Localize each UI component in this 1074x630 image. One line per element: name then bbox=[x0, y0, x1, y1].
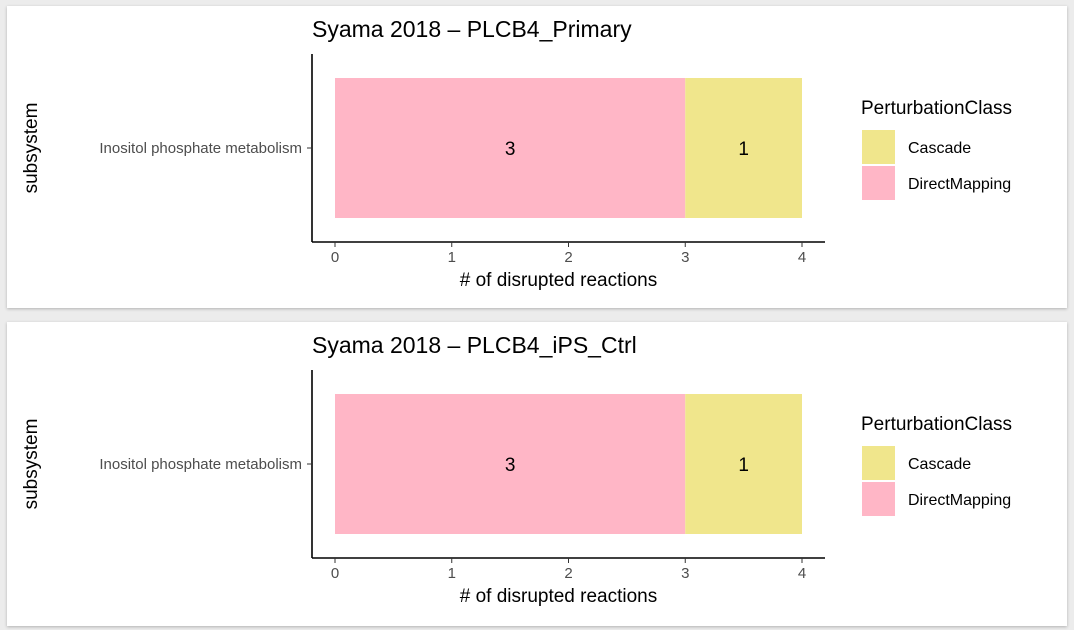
legend-item-cascade: Cascade bbox=[908, 456, 971, 473]
x-axis-title: # of disrupted reactions bbox=[460, 270, 658, 291]
y-axis-title: subsystem bbox=[21, 103, 42, 194]
legend-item-directmapping: DirectMapping bbox=[908, 176, 1011, 193]
legend-swatch-directmapping bbox=[862, 482, 895, 516]
x-tick-label: 0 bbox=[331, 249, 339, 266]
legend-item-directmapping: DirectMapping bbox=[908, 492, 1011, 509]
chart-svg-ips-ctrl: Syama 2018 – PLCB4_iPS_Ctrl 3 1 0 1 2 3 4 Inosit… bbox=[21, 332, 1012, 607]
data-label-directmapping: 3 bbox=[505, 139, 516, 160]
legend-item-cascade: Cascade bbox=[908, 140, 971, 157]
x-tick-label: 1 bbox=[448, 249, 456, 266]
y-category-label: Inositol phosphate metabolism bbox=[99, 456, 302, 473]
bar-cascade bbox=[685, 78, 802, 218]
legend-title: PerturbationClass bbox=[861, 414, 1012, 435]
x-tick-label: 0 bbox=[331, 565, 339, 582]
legend-swatch-directmapping bbox=[862, 166, 895, 200]
y-axis-title: subsystem bbox=[21, 419, 42, 510]
chart-panel-ips-ctrl: Syama 2018 – PLCB4_iPS_Ctrl 3 1 0 1 2 3 4 Inosit… bbox=[7, 322, 1067, 626]
x-tick-label: 2 bbox=[564, 249, 572, 266]
legend-swatch-cascade bbox=[862, 130, 895, 164]
x-axis-title: # of disrupted reactions bbox=[460, 586, 658, 607]
bar-cascade bbox=[685, 394, 802, 534]
x-tick-label: 4 bbox=[798, 249, 806, 266]
x-tick-label: 1 bbox=[448, 565, 456, 582]
chart-panel-primary: Syama 2018 – PLCB4_Primary 3 1 0 1 2 3 4 Inosito… bbox=[7, 6, 1067, 308]
chart-title: Syama 2018 – PLCB4_Primary bbox=[312, 16, 632, 42]
legend-swatch-cascade bbox=[862, 446, 895, 480]
data-label-cascade: 1 bbox=[738, 139, 749, 160]
chart-title: Syama 2018 – PLCB4_iPS_Ctrl bbox=[312, 332, 637, 358]
x-tick-label: 4 bbox=[798, 565, 806, 582]
data-label-cascade: 1 bbox=[738, 455, 749, 476]
x-tick-label: 2 bbox=[564, 565, 572, 582]
data-label-directmapping: 3 bbox=[505, 455, 516, 476]
bar-directmapping bbox=[335, 78, 686, 218]
y-category-label: Inositol phosphate metabolism bbox=[99, 140, 302, 157]
chart-svg-primary: Syama 2018 – PLCB4_Primary 3 1 0 1 2 3 4 Inosito… bbox=[21, 16, 1012, 291]
legend-title: PerturbationClass bbox=[861, 98, 1012, 119]
x-tick-label: 3 bbox=[681, 565, 689, 582]
bar-directmapping bbox=[335, 394, 686, 534]
x-tick-label: 3 bbox=[681, 249, 689, 266]
